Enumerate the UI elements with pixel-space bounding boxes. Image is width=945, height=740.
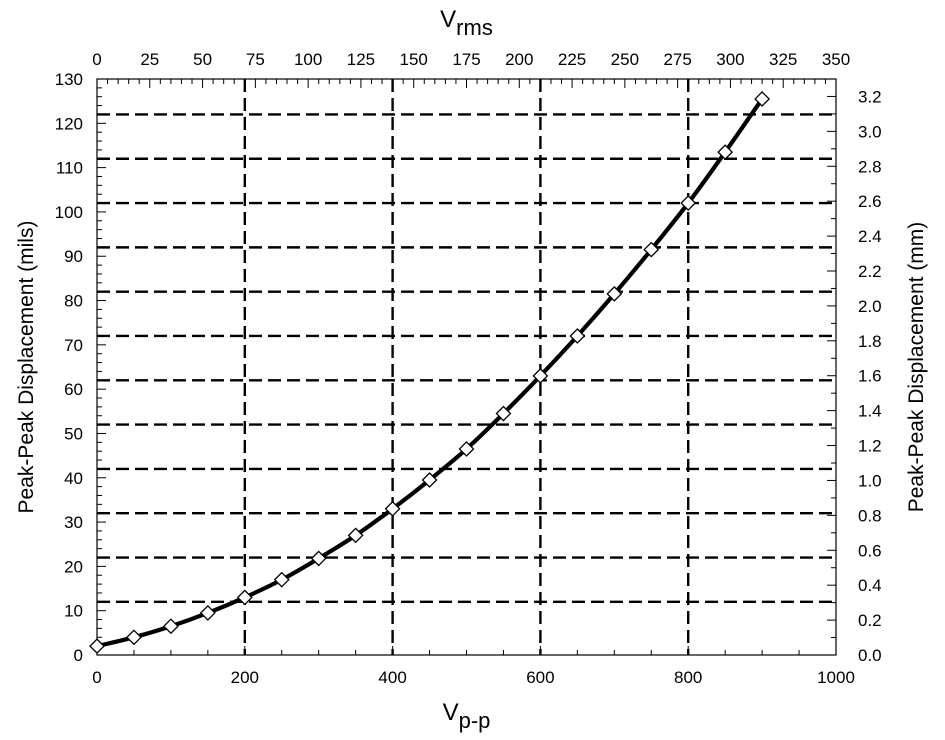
- y-right-tick-label: 2.0: [858, 297, 882, 316]
- x-top-tick-label: 325: [769, 50, 797, 69]
- y-left-tick-label: 80: [64, 292, 83, 311]
- plot-frame: [96, 78, 837, 656]
- x-bottom-tick-label: 800: [674, 668, 702, 687]
- x-top-tick-label: 75: [246, 50, 265, 69]
- y-left-tick-label: 60: [64, 380, 83, 399]
- y-right-tick-label: 1.4: [858, 402, 882, 421]
- y-left-tick-label: 40: [64, 469, 83, 488]
- x-bottom-tick-label: 400: [378, 668, 406, 687]
- data-point-diamond: [273, 571, 290, 588]
- y-right-tick-label: 0.2: [858, 611, 882, 630]
- y-left-axis-title: Peak-Peak Displacement (mils): [15, 221, 38, 514]
- y-right-axis-title: Peak-Peak Displacement (mm): [905, 222, 928, 513]
- data-point-diamond: [384, 500, 401, 517]
- y-left-tick-label: 20: [64, 557, 83, 576]
- x-bottom-tick-label: 200: [231, 668, 259, 687]
- x-top-tick-label: 150: [400, 50, 428, 69]
- data-point-diamond: [347, 527, 364, 544]
- x-top-tick-label: 175: [452, 50, 480, 69]
- y-right-tick-label: 0.4: [858, 576, 882, 595]
- data-point-diamond: [89, 638, 105, 655]
- y-right-tick-label: 2.6: [858, 192, 882, 211]
- data-point-diamond: [717, 144, 734, 161]
- series-line: [96, 97, 764, 649]
- x-bottom-tick-label: 600: [526, 668, 554, 687]
- y-right-tick-label: 0.0: [858, 646, 882, 665]
- x-top-tick-label: 25: [140, 50, 159, 69]
- x-top-tick-label: 300: [716, 50, 744, 69]
- data-point-diamond: [199, 604, 216, 621]
- series-layer: [89, 91, 771, 655]
- data-point-diamond: [754, 91, 771, 107]
- y-right-tick-label: 3.0: [858, 122, 882, 141]
- x-top-tick-label: 125: [347, 50, 375, 69]
- x-bottom-tick-label: 0: [92, 668, 101, 687]
- y-right-tick-label: 1.8: [858, 332, 882, 351]
- data-point-diamond: [680, 195, 697, 211]
- y-left-tick-label: 100: [55, 203, 83, 222]
- x-top-tick-label: 200: [505, 50, 533, 69]
- x-top-tick-label: 0: [92, 50, 101, 69]
- y-right-tick-label: 1.6: [858, 367, 882, 386]
- y-right-tick-label: 3.2: [858, 87, 882, 106]
- x-top-axis-title: Vrms: [440, 6, 493, 40]
- y-right-tick-label: 1.0: [858, 471, 882, 490]
- y-left-tick-label: 10: [64, 602, 83, 621]
- y-left-tick-label: 0: [74, 646, 83, 665]
- data-point-diamond: [569, 328, 586, 344]
- y-right-tick-label: 0.6: [858, 541, 882, 560]
- y-right-tick-label: 1.2: [858, 437, 882, 456]
- y-right-tick-label: 2.2: [858, 262, 882, 281]
- grid-layer: [97, 79, 836, 655]
- x-top-tick-label: 50: [193, 50, 212, 69]
- y-left-tick-label: 120: [55, 114, 83, 133]
- data-point-diamond: [606, 285, 623, 302]
- data-point-diamond: [421, 472, 438, 488]
- x-top-tick-label: 250: [611, 50, 639, 69]
- y-left-tick-label: 90: [64, 247, 83, 266]
- x-bottom-axis-title: Vp-p: [443, 699, 491, 733]
- data-point-diamond: [458, 441, 475, 457]
- y-right-tick-label: 0.8: [858, 506, 882, 525]
- y-left-tick-label: 130: [55, 70, 83, 89]
- y-left-tick-label: 70: [64, 336, 83, 355]
- x-top-tick-label: 100: [294, 50, 322, 69]
- data-point-diamond: [162, 618, 179, 635]
- y-right-tick-label: 2.8: [858, 157, 882, 176]
- data-point-diamond: [643, 241, 660, 258]
- x-top-tick-label: 225: [558, 50, 586, 69]
- x-bottom-tick-label: 1000: [817, 668, 855, 687]
- data-point-diamond: [236, 589, 253, 606]
- y-right-tick-label: 2.4: [858, 227, 882, 246]
- data-point-diamond: [310, 550, 327, 567]
- x-top-tick-label: 350: [822, 50, 850, 69]
- data-point-diamond: [126, 629, 142, 646]
- x-top-tick-label: 275: [663, 50, 691, 69]
- y-left-tick-label: 50: [64, 424, 83, 443]
- y-left-tick-label: 110: [56, 159, 83, 178]
- data-point-diamond: [495, 405, 512, 422]
- data-point-diamond: [532, 367, 549, 384]
- y-left-tick-label: 30: [64, 513, 83, 532]
